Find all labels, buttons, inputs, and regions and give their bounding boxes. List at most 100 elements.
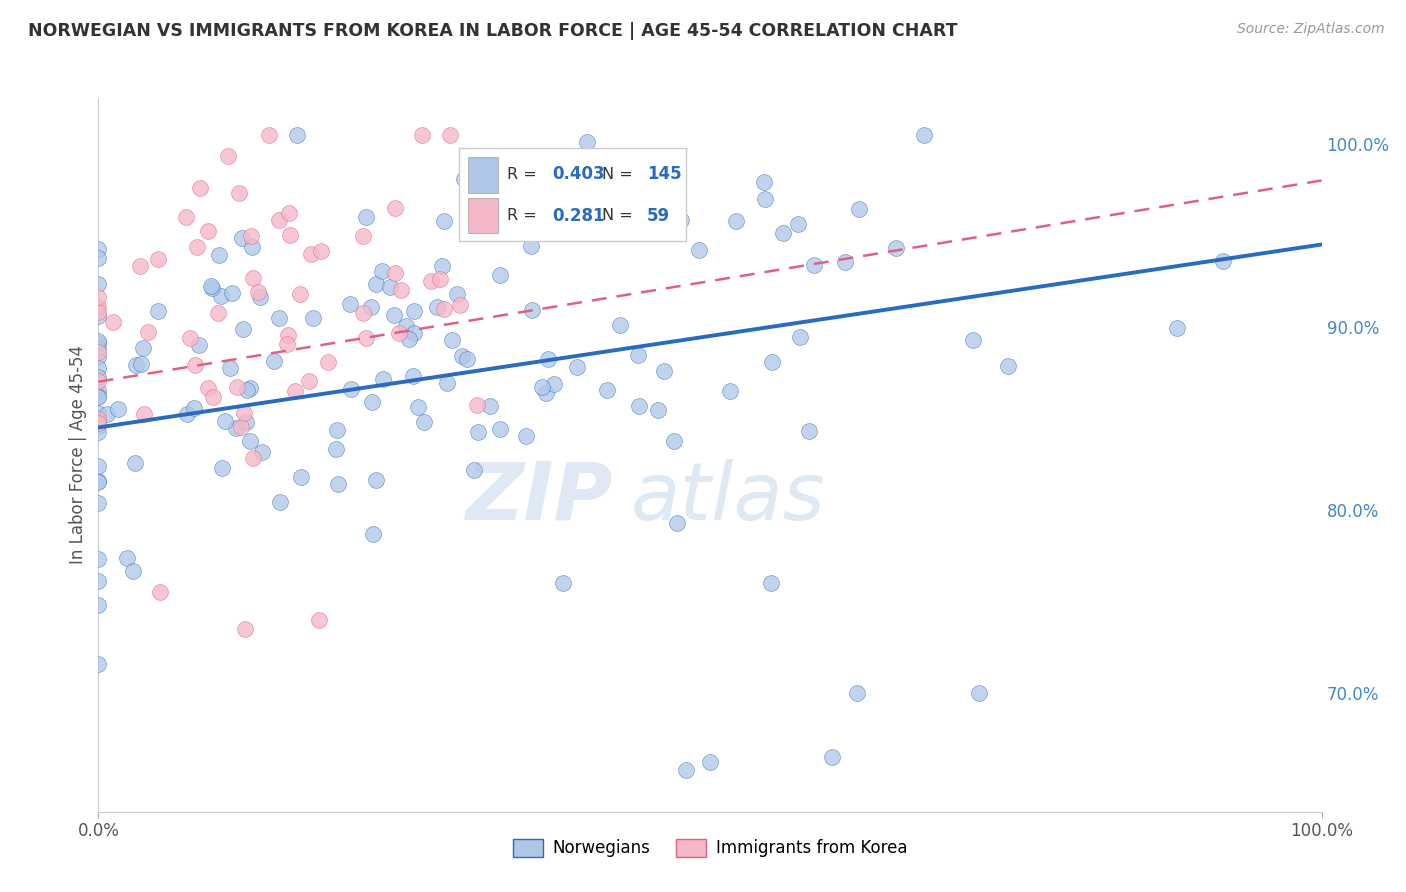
- Point: [316, 354, 339, 368]
- Point: [278, 228, 301, 243]
- Point: [515, 429, 537, 443]
- Point: [426, 300, 449, 314]
- Point: [96, 407, 118, 421]
- Point: [363, 527, 385, 541]
- Text: ZIP: ZIP: [465, 458, 612, 537]
- Point: [339, 382, 361, 396]
- Point: [718, 384, 741, 398]
- Point: [724, 214, 747, 228]
- Point: [232, 322, 254, 336]
- Point: [132, 341, 155, 355]
- Point: [537, 352, 560, 367]
- Point: [364, 473, 387, 487]
- Point: [652, 364, 675, 378]
- Point: [263, 354, 285, 368]
- Point: [87, 277, 110, 291]
- Point: [402, 368, 425, 383]
- Point: [217, 148, 239, 162]
- Point: [420, 274, 443, 288]
- Point: [121, 564, 143, 578]
- Point: [360, 395, 382, 409]
- Point: [197, 224, 219, 238]
- Point: [356, 331, 378, 345]
- Point: [352, 305, 374, 319]
- Point: [662, 434, 685, 448]
- Point: [534, 386, 557, 401]
- Point: [371, 264, 394, 278]
- Point: [394, 318, 416, 333]
- Point: [309, 244, 332, 258]
- Point: [250, 445, 273, 459]
- Point: [239, 382, 262, 396]
- Point: [848, 202, 870, 216]
- Point: [308, 613, 330, 627]
- Point: [520, 239, 543, 253]
- Point: [821, 749, 844, 764]
- Point: [531, 380, 554, 394]
- Point: [87, 412, 110, 426]
- Point: [433, 214, 456, 228]
- Point: [208, 248, 231, 262]
- Point: [235, 415, 257, 429]
- Legend: Norwegians, Immigrants from Korea: Norwegians, Immigrants from Korea: [506, 832, 914, 864]
- Text: 59: 59: [647, 207, 671, 225]
- Point: [228, 186, 250, 200]
- Point: [799, 424, 821, 438]
- Point: [688, 244, 710, 258]
- Point: [433, 301, 456, 316]
- Point: [520, 302, 543, 317]
- Point: [186, 239, 208, 253]
- Point: [647, 403, 669, 417]
- Point: [176, 407, 198, 421]
- Point: [125, 358, 148, 372]
- Text: 0.403: 0.403: [553, 165, 605, 183]
- Point: [179, 331, 201, 345]
- Point: [101, 315, 124, 329]
- Point: [803, 258, 825, 272]
- Text: N =: N =: [602, 209, 638, 223]
- Point: [231, 230, 253, 244]
- Point: [87, 341, 110, 355]
- Point: [413, 415, 436, 429]
- Point: [429, 271, 451, 285]
- Point: [665, 516, 688, 530]
- Point: [460, 159, 482, 173]
- Point: [456, 352, 478, 367]
- Point: [87, 598, 110, 612]
- Point: [225, 421, 247, 435]
- Point: [404, 304, 426, 318]
- Point: [406, 400, 429, 414]
- Point: [87, 389, 110, 403]
- Point: [87, 305, 110, 319]
- Point: [288, 287, 311, 301]
- Point: [845, 686, 868, 700]
- Point: [278, 206, 301, 220]
- Point: [299, 247, 322, 261]
- Point: [87, 345, 110, 359]
- Bar: [468, 198, 498, 234]
- Point: [226, 380, 249, 394]
- Point: [197, 380, 219, 394]
- Point: [772, 226, 794, 240]
- Point: [446, 286, 468, 301]
- Point: [488, 161, 510, 176]
- Point: [87, 361, 110, 376]
- Point: [675, 763, 697, 777]
- Point: [87, 334, 110, 349]
- Point: [609, 318, 631, 333]
- Point: [575, 136, 598, 150]
- Point: [962, 333, 984, 347]
- Point: [761, 355, 783, 369]
- Point: [87, 574, 110, 588]
- Point: [87, 416, 110, 430]
- Point: [669, 213, 692, 227]
- Point: [382, 308, 405, 322]
- Point: [183, 401, 205, 416]
- Bar: [468, 157, 498, 193]
- Point: [211, 461, 233, 475]
- Text: Source: ZipAtlas.com: Source: ZipAtlas.com: [1237, 22, 1385, 37]
- Point: [326, 477, 349, 491]
- Point: [87, 242, 110, 256]
- Point: [209, 289, 232, 303]
- Point: [325, 423, 347, 437]
